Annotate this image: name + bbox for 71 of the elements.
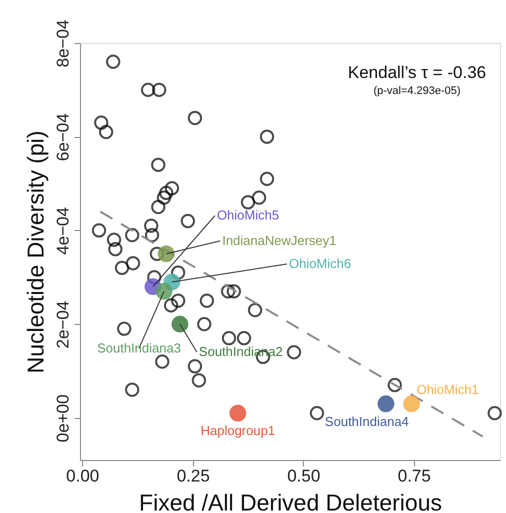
- point: [188, 110, 202, 126]
- point: [220, 284, 236, 298]
- point: [106, 54, 120, 69]
- y-tick-label: 6e−04: [54, 113, 72, 162]
- point: [172, 316, 188, 332]
- series-label: Haplogroup1: [200, 423, 276, 438]
- series-label: OhioMich1: [416, 382, 479, 397]
- point: [158, 245, 175, 262]
- point: [155, 354, 170, 369]
- point: [151, 200, 166, 214]
- text: OhioMich5: [216, 208, 280, 223]
- point: [92, 223, 106, 238]
- point: [260, 130, 274, 144]
- annotation: (p-val=4.293e-05): [373, 85, 461, 97]
- annotation: Kendall’s τ = -0.36: [348, 63, 486, 82]
- point: [151, 158, 166, 172]
- point: [94, 116, 108, 130]
- y-tick-label: 8e−04: [54, 20, 72, 68]
- text: OhioMich6: [288, 256, 352, 271]
- point: [108, 242, 122, 256]
- point: [197, 317, 212, 332]
- x-axis-title: Fixed /All Derived Deleterious: [139, 490, 442, 513]
- point: [156, 190, 172, 205]
- x-tick-label: 0.75: [398, 466, 431, 486]
- point: [98, 124, 114, 140]
- point: [144, 228, 160, 242]
- point: [171, 294, 186, 308]
- point: [152, 82, 166, 97]
- point: [164, 181, 180, 196]
- point: [106, 232, 122, 247]
- point: [200, 294, 214, 308]
- text: SouthIndiana3: [97, 340, 181, 356]
- point: [114, 260, 130, 276]
- point: [226, 284, 241, 298]
- y-tick-label: 2e−04: [54, 300, 72, 348]
- point: [147, 270, 162, 284]
- point: [117, 322, 132, 336]
- point: [140, 82, 156, 97]
- x-tick-label: 0.25: [176, 466, 210, 486]
- point: [144, 218, 158, 233]
- point: [192, 373, 206, 388]
- series-label: SouthIndiana2: [198, 344, 283, 360]
- point: [159, 186, 174, 200]
- point: [222, 331, 236, 346]
- point: [403, 395, 420, 412]
- x-tick-label: 0.00: [66, 466, 100, 486]
- point: [378, 395, 394, 412]
- y-tick-label: 0e+00: [54, 394, 72, 442]
- point: [164, 298, 178, 312]
- point: [252, 190, 266, 205]
- point: [248, 302, 262, 318]
- text: IndianaNewJersey1: [222, 232, 336, 248]
- point: [180, 214, 195, 228]
- point: [286, 345, 302, 360]
- y-axis-title: Nucleotide Diversity (pi): [22, 130, 48, 374]
- point: [240, 195, 256, 210]
- point: [188, 359, 202, 374]
- series-label: SouthIndiana4: [324, 414, 409, 429]
- y-tick-label: 4e−04: [54, 207, 72, 255]
- x-tick-label: 0.50: [287, 466, 320, 486]
- point: [488, 406, 502, 420]
- point: [310, 406, 324, 420]
- point: [236, 331, 252, 346]
- point: [125, 382, 140, 397]
- point: [125, 228, 140, 242]
- point: [156, 282, 172, 300]
- point: [171, 265, 186, 280]
- point: [260, 172, 274, 186]
- point: [229, 404, 246, 422]
- point: [388, 378, 402, 392]
- point: [126, 256, 140, 270]
